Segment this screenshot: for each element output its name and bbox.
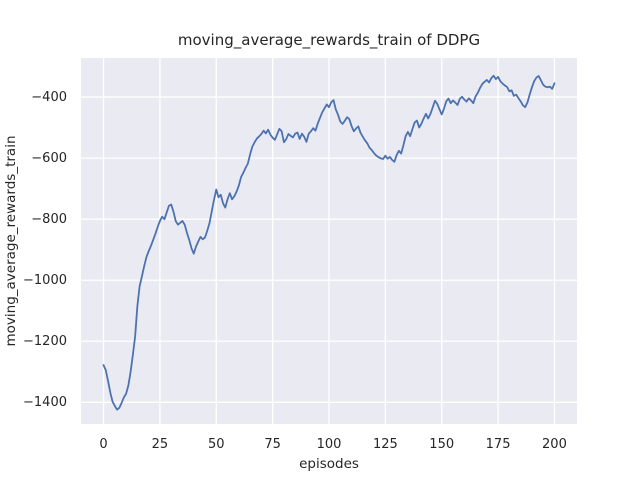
- x-tick-label: 200: [542, 437, 567, 452]
- y-tick-label: −1400: [23, 394, 67, 410]
- x-tick-label: 50: [207, 437, 225, 452]
- y-tick-label: −1000: [23, 272, 67, 288]
- x-tick-label: 125: [372, 437, 398, 452]
- data-line: [102, 74, 556, 411]
- x-tick-label: 150: [429, 437, 455, 452]
- x-tick-label: 100: [316, 437, 342, 452]
- y-tick-label: −1200: [23, 333, 67, 349]
- x-axis-label: episodes: [299, 456, 359, 472]
- chart-title: moving_average_rewards_train of DDPG: [177, 31, 481, 49]
- y-tick-label: −600: [31, 150, 67, 166]
- plot-area: [81, 58, 577, 424]
- y-tick-label: −800: [31, 211, 67, 227]
- x-tick-label: 175: [485, 437, 511, 452]
- x-tick-label: 25: [151, 437, 169, 452]
- y-tick-label: −400: [31, 89, 67, 105]
- x-tick-label: 0: [99, 437, 108, 452]
- line-plot-svg: [81, 58, 577, 424]
- y-axis-label: moving_average_rewards_train: [3, 135, 19, 347]
- x-tick-label: 75: [264, 437, 281, 452]
